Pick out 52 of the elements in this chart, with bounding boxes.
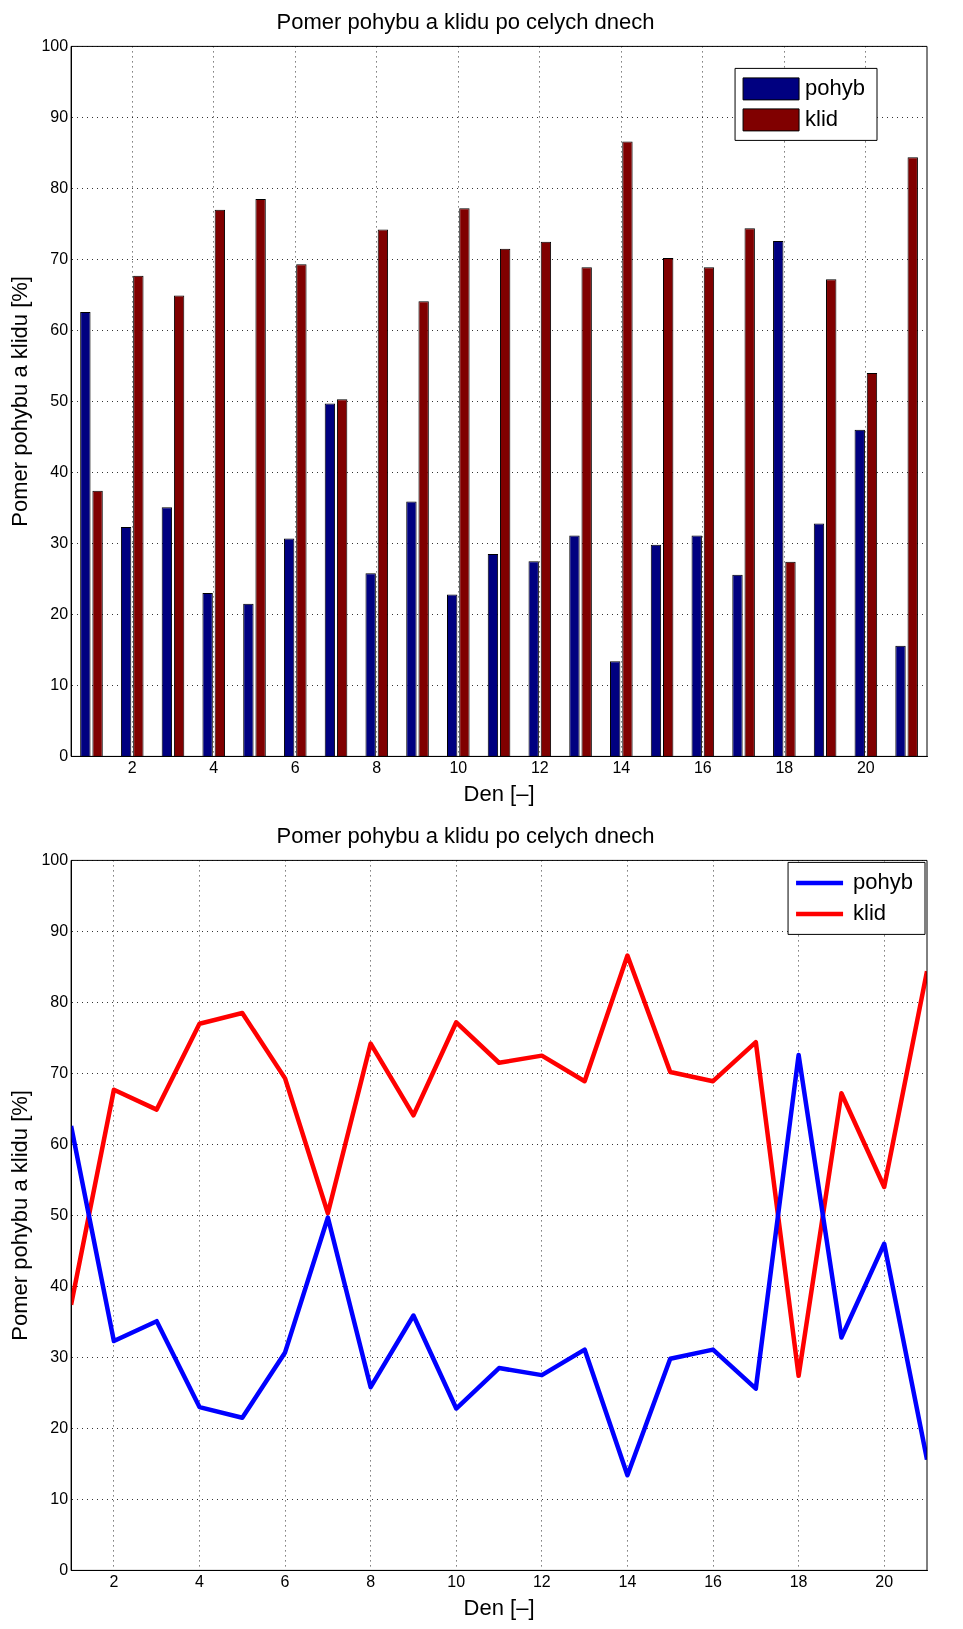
x-axis-title: Den [–] bbox=[463, 1594, 535, 1620]
x-tick-label: 10 bbox=[447, 1573, 466, 1591]
y-tick-label: 0 bbox=[59, 746, 69, 764]
x-tick-label: 4 bbox=[195, 1573, 205, 1591]
y-tick-label: 40 bbox=[50, 1276, 69, 1294]
y-axis-title: Pomer pohybu a klidu [%] bbox=[7, 276, 33, 527]
y-tick-label: 80 bbox=[50, 992, 69, 1010]
y-tick-label: 20 bbox=[50, 604, 69, 622]
y-tick-label: 60 bbox=[50, 1134, 69, 1152]
x-tick-label: 12 bbox=[532, 1573, 551, 1591]
y-tick-label: 10 bbox=[50, 675, 69, 693]
y-tick-label: 100 bbox=[41, 36, 69, 54]
y-tick-label: 90 bbox=[50, 107, 69, 125]
y-tick-label: 100 bbox=[41, 850, 69, 868]
x-axis-title: Den [–] bbox=[463, 780, 535, 806]
x-tick-label: 8 bbox=[366, 1573, 376, 1591]
legend-label: pohyb bbox=[853, 868, 914, 894]
y-tick-label: 70 bbox=[50, 1063, 69, 1081]
x-tick-label: 2 bbox=[127, 759, 137, 777]
x-tick-label: 8 bbox=[372, 759, 382, 777]
x-tick-label: 14 bbox=[618, 1573, 637, 1591]
y-tick-label: 10 bbox=[50, 1489, 69, 1507]
y-tick-label: 60 bbox=[50, 320, 69, 338]
y-tick-label: 80 bbox=[50, 178, 69, 196]
y-tick-label: 30 bbox=[50, 533, 69, 551]
x-tick-label: 10 bbox=[449, 759, 468, 777]
x-tick-label: 20 bbox=[856, 759, 875, 777]
x-tick-label: 4 bbox=[209, 759, 219, 777]
y-tick-label: 50 bbox=[50, 391, 69, 409]
x-tick-label: 6 bbox=[280, 1573, 290, 1591]
x-tick-label: 20 bbox=[875, 1573, 894, 1591]
x-tick-label: 2 bbox=[109, 1573, 119, 1591]
x-tick-label: 12 bbox=[530, 759, 549, 777]
y-tick-label: 90 bbox=[50, 921, 69, 939]
y-tick-label: 70 bbox=[50, 249, 69, 267]
legend-label: klid bbox=[853, 899, 887, 925]
y-tick-label: 50 bbox=[50, 1205, 69, 1223]
chart-title: Pomer pohybu a klidu po celych dnech bbox=[276, 9, 655, 35]
y-tick-label: 0 bbox=[59, 1560, 69, 1578]
x-tick-label: 16 bbox=[693, 759, 712, 777]
chart-title: Pomer pohybu a klidu po celych dnech bbox=[276, 823, 655, 849]
legend-label: pohyb bbox=[805, 74, 866, 100]
legend-label: klid bbox=[805, 105, 839, 131]
y-axis-title: Pomer pohybu a klidu [%] bbox=[7, 1090, 33, 1341]
x-tick-label: 18 bbox=[775, 759, 794, 777]
y-tick-label: 40 bbox=[50, 462, 69, 480]
y-tick-label: 30 bbox=[50, 1347, 69, 1365]
x-tick-label: 6 bbox=[290, 759, 300, 777]
x-tick-label: 18 bbox=[789, 1573, 808, 1591]
x-tick-label: 16 bbox=[704, 1573, 723, 1591]
x-tick-label: 14 bbox=[612, 759, 631, 777]
y-tick-label: 20 bbox=[50, 1418, 69, 1436]
